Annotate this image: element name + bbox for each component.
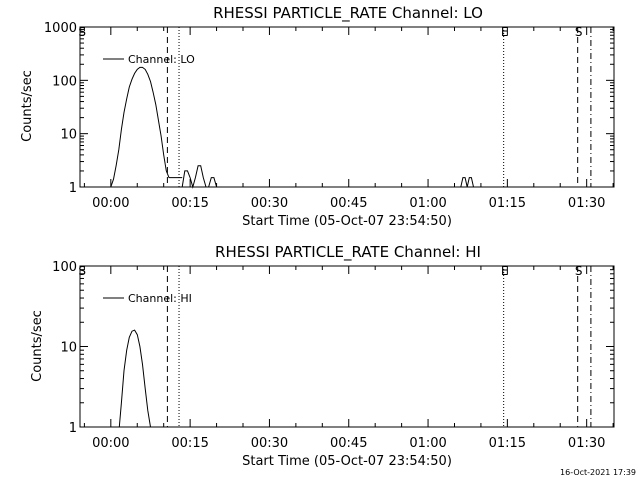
event-marker-label: S (575, 25, 583, 39)
x-tick-label: 01:15 (489, 436, 526, 451)
event-marker-label: S (575, 264, 583, 278)
legend-label: Channel: HI (128, 292, 192, 305)
tick-group: 00:00 00:15 00:30 00:45 01:00 01:15 01:30 1 10 10… (52, 260, 614, 451)
x-tick-label: 00:30 (251, 436, 288, 451)
x-tick-label: 00:00 (92, 436, 129, 451)
series-line-segment (110, 66, 183, 188)
x-tick-label: 01:30 (568, 436, 605, 451)
y-tick-label: 10 (60, 128, 77, 143)
x-tick-label: 00:30 (251, 196, 288, 211)
x-axis-label: Start Time (05-Oct-07 23:54:50) (242, 454, 452, 469)
event-marker-label: E (501, 264, 509, 278)
y-tick-label: 1 (69, 181, 77, 196)
series-line-segment (181, 165, 218, 189)
x-tick-label: 00:45 (330, 436, 367, 451)
chart-title: RHESSI PARTICLE_RATE Channel: HI (215, 243, 481, 262)
x-tick-label: 01:30 (568, 196, 605, 211)
event-marker-label: S (78, 264, 86, 278)
series-group (118, 329, 151, 428)
x-tick-label: 01:00 (409, 436, 446, 451)
x-tick-label: 00:15 (171, 196, 208, 211)
plot-frame (79, 26, 615, 188)
x-tick-label: 01:15 (489, 196, 526, 211)
y-axis-label: Counts/sec (30, 310, 45, 382)
x-tick-label: 01:00 (409, 196, 446, 211)
series-group (110, 66, 474, 189)
event-marker-label: E (501, 25, 509, 39)
y-axis-label: Counts/sec (20, 70, 35, 142)
series-line-segment (118, 329, 151, 428)
x-tick-label: 00:00 (92, 196, 129, 211)
chart-panel-hi: RHESSI PARTICLE_RATE Channel: HI Counts/… (30, 243, 615, 469)
series-line-segment (460, 177, 474, 188)
chart-title: RHESSI PARTICLE_RATE Channel: LO (213, 4, 483, 23)
x-tick-label: 00:45 (330, 196, 367, 211)
chart-panel-lo: RHESSI PARTICLE_RATE Channel: LO Counts/… (20, 4, 615, 229)
timestamp: 16-Oct-2021 17:39 (560, 468, 636, 477)
tick-group: 00:00 00:15 00:30 00:45 01:00 01:15 01:30 1 10 10… (44, 21, 614, 211)
legend: Channel: LO (103, 53, 195, 66)
y-tick-label: 1000 (44, 21, 77, 36)
y-tick-label: 100 (52, 260, 77, 275)
event-marker-label: S (78, 25, 86, 39)
y-tick-label: 10 (60, 341, 77, 356)
y-tick-label: 100 (52, 74, 77, 89)
x-tick-label: 00:15 (171, 436, 208, 451)
legend-label: Channel: LO (128, 53, 195, 66)
legend: Channel: HI (103, 292, 192, 305)
y-tick-label: 1 (69, 421, 77, 436)
x-axis-label: Start Time (05-Oct-07 23:54:50) (242, 214, 452, 229)
